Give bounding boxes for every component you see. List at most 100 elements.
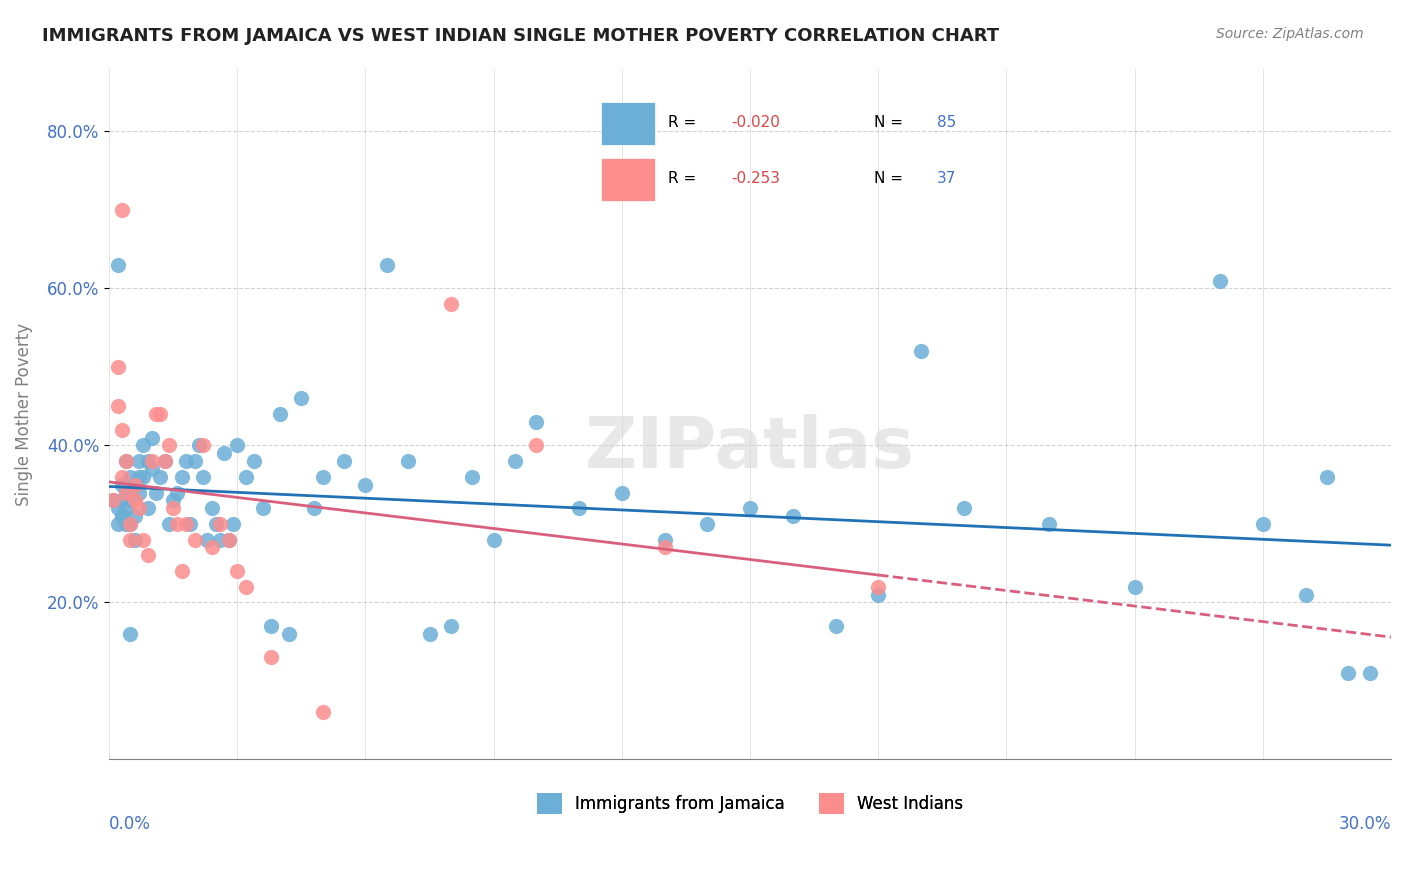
Point: [107, 516, 129, 531]
Point: [222, 516, 245, 531]
Point: [214, 446, 236, 460]
Point: [115, 485, 138, 500]
Point: [136, 454, 159, 468]
Point: [482, 533, 505, 547]
Point: [1295, 588, 1317, 602]
Point: [128, 485, 150, 500]
Point: [170, 470, 193, 484]
Point: [115, 454, 138, 468]
Point: [153, 454, 176, 468]
Point: [209, 516, 232, 531]
Point: [111, 509, 134, 524]
Point: [174, 516, 197, 531]
Point: [868, 588, 890, 602]
Point: [111, 423, 134, 437]
Point: [302, 501, 325, 516]
Point: [183, 533, 205, 547]
Point: [132, 470, 155, 484]
Point: [654, 541, 676, 555]
Point: [654, 533, 676, 547]
Point: [145, 407, 167, 421]
Point: [952, 501, 974, 516]
Point: [209, 533, 232, 547]
Point: [136, 501, 159, 516]
Point: [141, 431, 163, 445]
Point: [696, 516, 718, 531]
Point: [166, 485, 188, 500]
Point: [1337, 666, 1360, 681]
Point: [120, 493, 142, 508]
Point: [235, 470, 257, 484]
Point: [103, 493, 125, 508]
Y-axis label: Single Mother Poverty: Single Mother Poverty: [15, 322, 32, 506]
Point: [1038, 516, 1060, 531]
Point: [149, 407, 172, 421]
Point: [419, 627, 441, 641]
Point: [120, 533, 142, 547]
Text: 30.0%: 30.0%: [1339, 814, 1391, 833]
Point: [120, 516, 142, 531]
Point: [191, 438, 214, 452]
Point: [124, 477, 146, 491]
Text: IMMIGRANTS FROM JAMAICA VS WEST INDIAN SINGLE MOTHER POVERTY CORRELATION CHART: IMMIGRANTS FROM JAMAICA VS WEST INDIAN S…: [42, 27, 1000, 45]
Point: [503, 454, 526, 468]
Point: [132, 438, 155, 452]
Point: [111, 470, 134, 484]
Point: [166, 516, 188, 531]
Point: [107, 501, 129, 516]
Point: [141, 454, 163, 468]
Point: [115, 454, 138, 468]
Point: [162, 501, 184, 516]
Point: [252, 501, 274, 516]
Point: [197, 533, 219, 547]
Point: [157, 516, 180, 531]
Point: [526, 415, 548, 429]
Point: [162, 493, 184, 508]
Point: [149, 470, 172, 484]
Point: [868, 580, 890, 594]
Point: [170, 564, 193, 578]
Point: [107, 359, 129, 374]
Point: [115, 501, 138, 516]
Legend: Immigrants from Jamaica, West Indians: Immigrants from Jamaica, West Indians: [530, 787, 970, 821]
Point: [205, 516, 228, 531]
Point: [440, 297, 463, 311]
Point: [111, 202, 134, 217]
Point: [174, 454, 197, 468]
Point: [461, 470, 484, 484]
Point: [111, 509, 134, 524]
Point: [141, 462, 163, 476]
Text: Source: ZipAtlas.com: Source: ZipAtlas.com: [1216, 27, 1364, 41]
Point: [610, 485, 633, 500]
Point: [226, 438, 249, 452]
Point: [103, 493, 125, 508]
Point: [1358, 666, 1381, 681]
Point: [120, 627, 142, 641]
Point: [120, 470, 142, 484]
Point: [128, 454, 150, 468]
Point: [128, 470, 150, 484]
Point: [1209, 273, 1232, 287]
Point: [183, 454, 205, 468]
Point: [824, 619, 846, 633]
Point: [235, 580, 257, 594]
Point: [1316, 470, 1339, 484]
Point: [568, 501, 591, 516]
Point: [312, 706, 335, 720]
Point: [290, 392, 312, 406]
Point: [132, 533, 155, 547]
Point: [124, 477, 146, 491]
Point: [260, 650, 283, 665]
Point: [191, 470, 214, 484]
Point: [218, 533, 240, 547]
Point: [738, 501, 761, 516]
Point: [201, 541, 224, 555]
Point: [277, 627, 299, 641]
Point: [179, 516, 201, 531]
Point: [260, 619, 283, 633]
Point: [124, 533, 146, 547]
Text: 0.0%: 0.0%: [110, 814, 150, 833]
Point: [107, 399, 129, 413]
Point: [526, 438, 548, 452]
Point: [107, 258, 129, 272]
